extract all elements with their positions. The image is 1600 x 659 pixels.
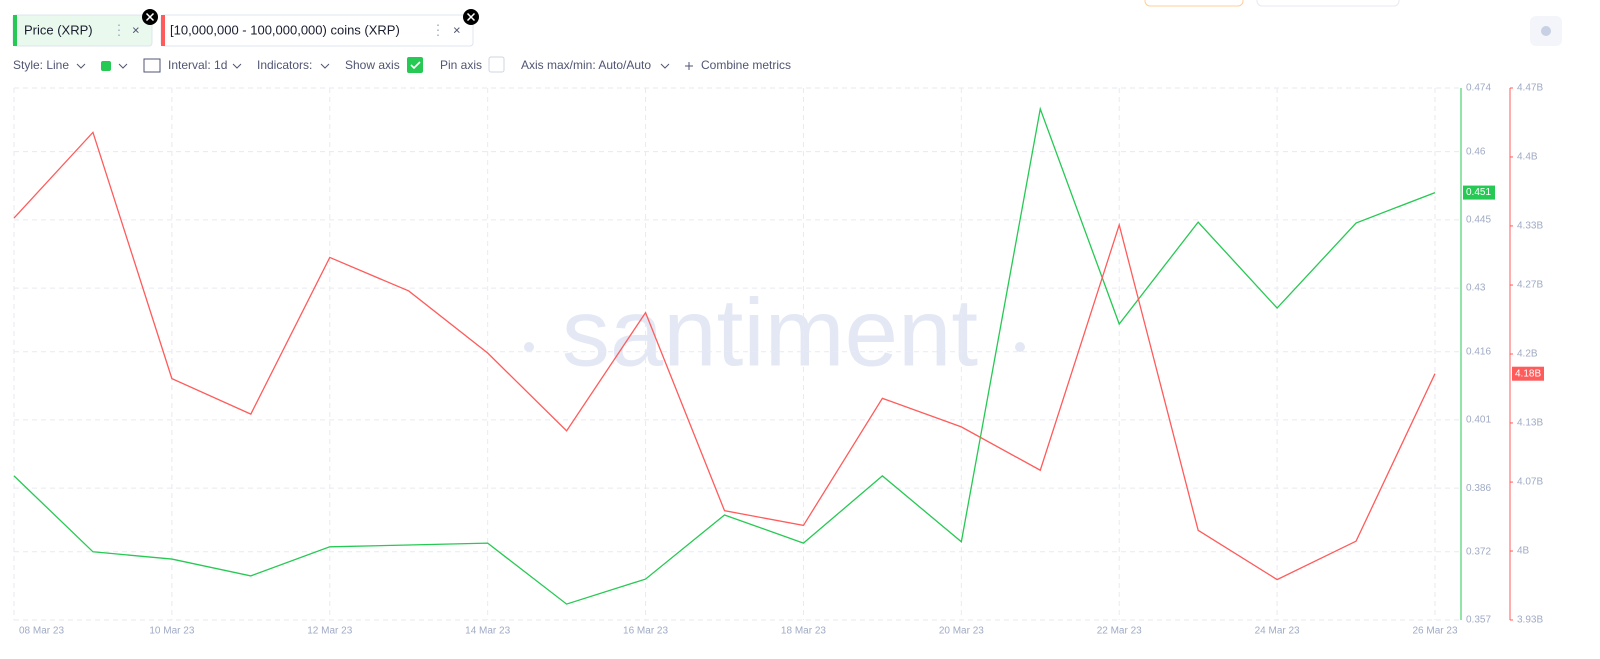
show-axis-label: Show axis — [345, 58, 400, 72]
y2-tick-label: 4B — [1517, 546, 1530, 557]
pin-axis-label: Pin axis — [440, 58, 482, 72]
y2-tick-label: 3.93B — [1517, 615, 1543, 626]
value-label: 4.18B — [1515, 368, 1541, 379]
x-tick-label: 22 Mar 23 — [1097, 626, 1142, 637]
y2-tick-label: 4.47B — [1517, 83, 1543, 94]
y-tick-label: 0.357 — [1466, 615, 1491, 626]
y2-tick-label: 4.27B — [1517, 280, 1543, 291]
y-tick-label: 0.445 — [1466, 215, 1491, 226]
y-tick-label: 0.401 — [1466, 415, 1491, 426]
color-select[interactable] — [101, 61, 111, 71]
y2-tick-label: 4.13B — [1517, 418, 1543, 429]
y-tick-label: 0.43 — [1466, 283, 1486, 294]
y2-tick-label: 4.07B — [1517, 477, 1543, 488]
show-axis-checkbox[interactable] — [407, 57, 423, 73]
y-tick-label: 0.386 — [1466, 483, 1491, 494]
y-tick-label: 0.416 — [1466, 346, 1491, 357]
style-select[interactable]: Style: Line — [13, 58, 69, 72]
x-tick-label: 12 Mar 23 — [307, 626, 352, 637]
interval-icon — [143, 58, 161, 73]
pin-axis-checkbox[interactable] — [488, 56, 505, 73]
legend-label: Price (XRP) — [24, 22, 93, 37]
tab-outline — [1256, 0, 1400, 7]
value-label: 0.451 — [1466, 187, 1491, 198]
y-tick-label: 0.474 — [1466, 83, 1491, 94]
x-tick-label: 24 Mar 23 — [1255, 626, 1300, 637]
tab-outline — [1144, 0, 1244, 7]
menu-icon: ⋮ — [112, 22, 126, 38]
indicators-select[interactable]: Indicators: — [257, 58, 312, 72]
y-tick-label: 0.372 — [1466, 546, 1491, 557]
y2-tick-label: 4.33B — [1517, 221, 1543, 232]
value-badge — [1512, 366, 1544, 381]
x-tick-label: 18 Mar 23 — [781, 626, 826, 637]
x-tick-label: 14 Mar 23 — [465, 626, 510, 637]
close-icon: × — [132, 22, 140, 37]
series-line — [13, 131, 1436, 581]
watermark-dot — [524, 342, 534, 352]
y2-tick-label: 4.2B — [1517, 349, 1538, 360]
watermark: santiment — [562, 279, 978, 386]
axis-minmax-select[interactable]: Axis max/min: Auto/Auto — [521, 58, 651, 72]
x-tick-label: 16 Mar 23 — [623, 626, 668, 637]
toolbar: Style: Line Interval: 1d Indicators: Sho… — [13, 56, 791, 73]
y2-tick-label: 4.4B — [1517, 152, 1538, 163]
watermark-dot — [1015, 342, 1025, 352]
legend-chip[interactable]: [10,000,000 - 100,000,000) coins (XRP) ⋮… — [160, 9, 479, 47]
interval-select[interactable]: Interval: 1d — [168, 58, 227, 72]
x-tick-label: 20 Mar 23 — [939, 626, 984, 637]
x-tick-label: 10 Mar 23 — [149, 626, 194, 637]
legend-label: [10,000,000 - 100,000,000) coins (XRP) — [170, 22, 400, 37]
menu-icon: ⋮ — [431, 22, 445, 38]
close-icon: × — [453, 22, 461, 37]
series-line — [13, 106, 1436, 605]
settings-icon — [1541, 26, 1551, 36]
y-tick-label: 0.46 — [1466, 146, 1486, 157]
x-tick-label: 26 Mar 23 — [1412, 626, 1457, 637]
legend-chip[interactable]: Price (XRP) ⋮ × — [12, 9, 158, 47]
x-tick-label: 08 Mar 23 — [19, 626, 64, 637]
combine-metrics-button[interactable]: Combine metrics — [701, 58, 791, 72]
value-badge — [1463, 185, 1495, 200]
